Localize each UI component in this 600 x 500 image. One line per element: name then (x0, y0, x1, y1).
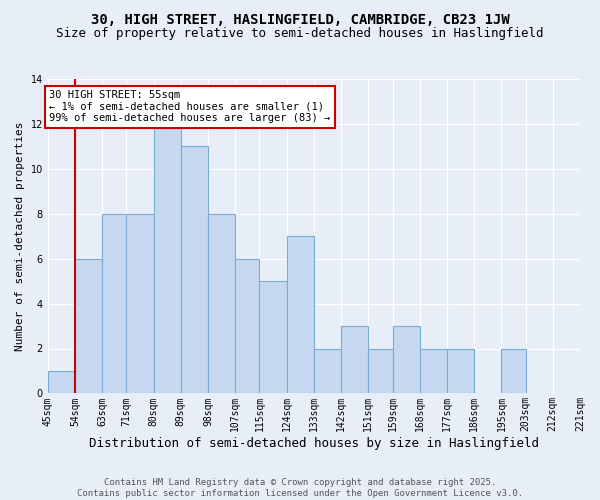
Bar (48, 371, 75, 394)
Text: Contains HM Land Registry data © Crown copyright and database right 2025.
Contai: Contains HM Land Registry data © Crown c… (77, 478, 523, 498)
Bar (181, 146, 208, 394)
Text: 30, HIGH STREET, HASLINGFIELD, CAMBRIDGE, CB23 1JW: 30, HIGH STREET, HASLINGFIELD, CAMBRIDGE… (91, 12, 509, 26)
Bar (420, 348, 447, 394)
Bar (75, 258, 102, 394)
Bar (127, 214, 154, 394)
Bar (502, 348, 526, 394)
Bar (341, 326, 368, 394)
Bar (154, 124, 181, 394)
Bar (287, 236, 314, 394)
Bar (235, 258, 259, 394)
Bar (447, 348, 474, 394)
X-axis label: Distribution of semi-detached houses by size in Haslingfield: Distribution of semi-detached houses by … (89, 437, 539, 450)
Bar (259, 281, 287, 394)
Bar (392, 326, 420, 394)
Bar (368, 348, 392, 394)
Bar (314, 348, 341, 394)
Y-axis label: Number of semi-detached properties: Number of semi-detached properties (15, 122, 25, 351)
Bar (102, 214, 127, 394)
Text: Size of property relative to semi-detached houses in Haslingfield: Size of property relative to semi-detach… (56, 28, 544, 40)
Bar (208, 214, 235, 394)
Text: 30 HIGH STREET: 55sqm
← 1% of semi-detached houses are smaller (1)
99% of semi-d: 30 HIGH STREET: 55sqm ← 1% of semi-detac… (49, 90, 331, 124)
